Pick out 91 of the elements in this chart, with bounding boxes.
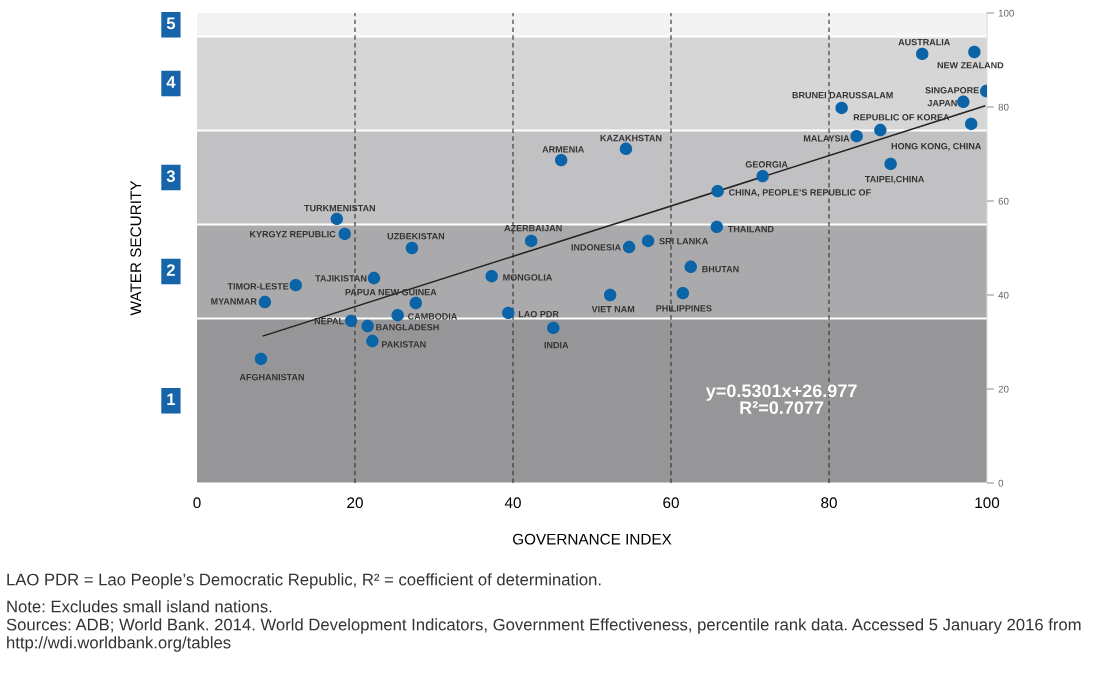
annotation: BRUNEI DARUSSALAM (792, 91, 893, 99)
annotation: INDIA (544, 342, 569, 349)
text: Note: Excludes small island nations. (7, 600, 272, 613)
y-tick-label: 20 (998, 385, 1009, 393)
annotation: UZBEKISTAN (387, 233, 445, 240)
annotation: PAPUA NEW GUINEA (345, 289, 437, 296)
source-note: Sources: ADB; World Bank. 2014. World Development Indicators, Government Effectiveness, percentile rank data. Accessed 5 January 2016 from http://wdi.worldbank.org/tables (6, 618, 1081, 652)
band-label: 5 (166, 17, 176, 30)
text: LAO PDR = Lao People’s Democratic Republic, R² = coefficient of determination. (7, 573, 601, 589)
x-tick-label: 80 (821, 497, 837, 509)
annotation: REPUBLIC OF KOREA (853, 114, 950, 121)
point (485, 269, 498, 283)
point (603, 288, 617, 302)
point (524, 234, 538, 248)
annotation: TIMOR-LESTE (227, 283, 289, 290)
annotation: HONG KONG, CHINA (891, 142, 982, 151)
point (344, 314, 358, 328)
x-tick-label: 100 (975, 497, 1000, 509)
point (619, 142, 633, 156)
point (964, 117, 978, 131)
point (622, 240, 636, 254)
point (850, 129, 863, 143)
annotation: TURKMENISTAN (304, 204, 375, 212)
point (547, 321, 560, 335)
point (968, 45, 981, 59)
point (835, 101, 848, 115)
point (338, 227, 351, 241)
annotation: LAO PDR (518, 310, 559, 318)
point (502, 306, 515, 320)
point (756, 169, 769, 183)
point (710, 220, 724, 234)
point (405, 241, 419, 255)
point (874, 123, 887, 137)
y-tick-label: 40 (998, 291, 1009, 299)
point (361, 319, 374, 333)
point (554, 153, 568, 167)
annotation: NEPAL (314, 317, 344, 325)
annotation: NEW ZEALAND (937, 62, 1004, 69)
x-axis-title: GOVERNANCE INDEX (512, 533, 672, 545)
point (409, 296, 423, 310)
point (367, 271, 381, 285)
point (330, 212, 344, 226)
point (684, 260, 697, 274)
x-tick-label: 40 (504, 497, 521, 509)
point (641, 234, 655, 248)
annotation: y=0.5301x+26.977 R²=0.7077 (705, 384, 857, 415)
x-tick-label: 60 (663, 497, 679, 509)
annotation: JAPAN (927, 99, 957, 107)
x-tick-label: 0 (193, 497, 201, 509)
band-label: 3 (166, 170, 175, 182)
annotation: CAMBODIA (408, 313, 458, 320)
annotation: BHUTAN (702, 265, 739, 273)
annotation: SRI LANKA (659, 237, 708, 245)
point (254, 352, 268, 366)
annotation: PAKISTAN (381, 341, 426, 348)
annotation: AZERBAIJAN (504, 225, 562, 232)
annotation: GEORGIA (745, 161, 788, 168)
annotation: MALAYSIA (803, 135, 850, 142)
y-tick-label: 80 (998, 103, 1009, 111)
point (884, 157, 897, 171)
band-label: 2 (166, 264, 175, 276)
point (258, 295, 272, 309)
annotation: PHILIPPINES (656, 305, 712, 312)
annotation: BANGLADESH (376, 324, 439, 331)
point (676, 286, 690, 300)
point (289, 278, 302, 292)
annotation: TAIPEI,CHINA (864, 175, 925, 184)
annotation: KYRGYZ REPUBLIC (250, 230, 336, 238)
annotation: ARMENIA (542, 146, 585, 153)
point (711, 184, 724, 198)
annotation: AUSTRALIA (898, 38, 951, 46)
band-label: 4 (166, 76, 176, 88)
annotation: MYANMAR (211, 298, 257, 305)
point (391, 309, 404, 322)
point (366, 334, 379, 348)
annotation: MONGOLIA (503, 274, 553, 281)
point (916, 47, 929, 61)
y-tick-label: 60 (998, 197, 1009, 205)
y-tick-label: 100 (998, 9, 1014, 17)
point (957, 95, 970, 109)
annotation: TAJIKISTAN (315, 275, 367, 282)
y-tick-label: 0 (998, 479, 1004, 487)
annotation: SINGAPORE (925, 87, 979, 94)
band-label: 1 (167, 393, 176, 406)
annotation: VIET NAM (591, 306, 635, 313)
y-axis-title: WATER SECURITY (130, 180, 142, 316)
annotation: INDONESIA (571, 244, 621, 251)
x-tick-label: 20 (347, 497, 363, 509)
annotation: THAILAND (727, 225, 774, 233)
annotation: KAZAKHSTAN (600, 134, 662, 142)
annotation: AFGHANISTAN (239, 373, 304, 381)
